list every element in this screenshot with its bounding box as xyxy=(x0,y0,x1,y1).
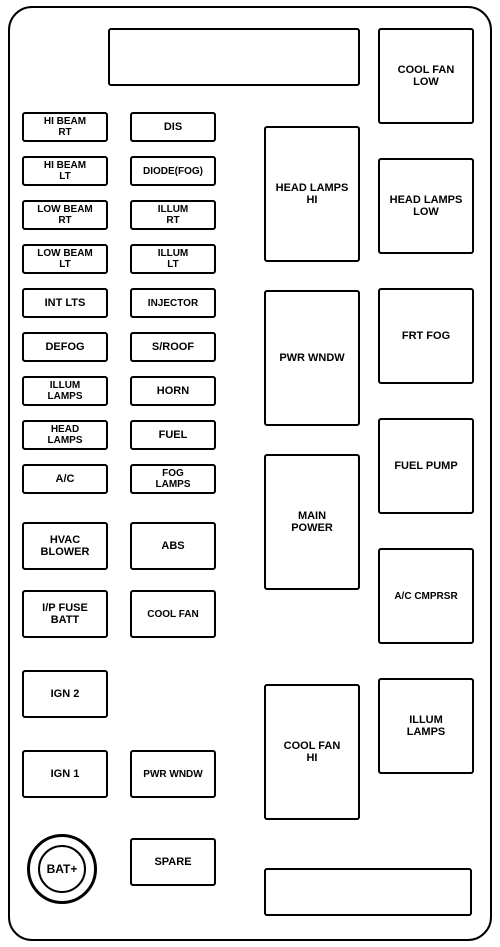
fuse-fog-lamps: FOGLAMPS xyxy=(130,464,216,494)
fuse-head-lamps-hi: HEAD LAMPSHI xyxy=(264,126,360,262)
fuse-illum-lt: ILLUMLT xyxy=(130,244,216,274)
fuse-spare: SPARE xyxy=(130,838,216,886)
fuse-pwr-wndw: PWR WNDW xyxy=(130,750,216,798)
fuse-hvac-blower: HVACBLOWER xyxy=(22,522,108,570)
fuse-a-c: A/C xyxy=(22,464,108,494)
fuse-hi-beam-lt: HI BEAMLT xyxy=(22,156,108,186)
fuse-ign-2: IGN 2 xyxy=(22,670,108,718)
fuse-defog: DEFOG xyxy=(22,332,108,362)
fuse-low-beam-lt: LOW BEAMLT xyxy=(22,244,108,274)
fuse-ign-1: IGN 1 xyxy=(22,750,108,798)
fuse-illum-lamps: ILLUMLAMPS xyxy=(378,678,474,774)
battery-terminal: BAT+ xyxy=(38,845,86,893)
fuse-head-lamps: HEADLAMPS xyxy=(22,420,108,450)
fuse-frt-fog: FRT FOG xyxy=(378,288,474,384)
fuse-fuel: FUEL xyxy=(130,420,216,450)
fuse-cool-fan-hi: COOL FANHI xyxy=(264,684,360,820)
fuse-head-lamps-low: HEAD LAMPSLOW xyxy=(378,158,474,254)
header-blank-slot xyxy=(108,28,360,86)
fuse-low-beam-rt: LOW BEAMRT xyxy=(22,200,108,230)
fuse-abs: ABS xyxy=(130,522,216,570)
battery-label: BAT+ xyxy=(47,862,78,876)
fuse-s-roof: S/ROOF xyxy=(130,332,216,362)
fuse-int-lts: INT LTS xyxy=(22,288,108,318)
fuse-illum-rt: ILLUMRT xyxy=(130,200,216,230)
fuse-i-p-fuse-batt: I/P FUSEBATT xyxy=(22,590,108,638)
fuse-horn: HORN xyxy=(130,376,216,406)
fuse-cool-fan: COOL FAN xyxy=(130,590,216,638)
fuse-pwr-wndw: PWR WNDW xyxy=(264,290,360,426)
fuse-diode-fog: DIODE(FOG) xyxy=(130,156,216,186)
fuse-injector: INJECTOR xyxy=(130,288,216,318)
fuse-illum-lamps: ILLUMLAMPS xyxy=(22,376,108,406)
bottom-blank-slot xyxy=(264,868,472,916)
fuse-hi-beam-rt: HI BEAMRT xyxy=(22,112,108,142)
fuse-fuel-pump: FUEL PUMP xyxy=(378,418,474,514)
fuse-cool-fan-low: COOL FANLOW xyxy=(378,28,474,124)
fuse-a-c-cmprsr: A/C CMPRSR xyxy=(378,548,474,644)
fuse-main-power: MAINPOWER xyxy=(264,454,360,590)
fuse-dis: DIS xyxy=(130,112,216,142)
